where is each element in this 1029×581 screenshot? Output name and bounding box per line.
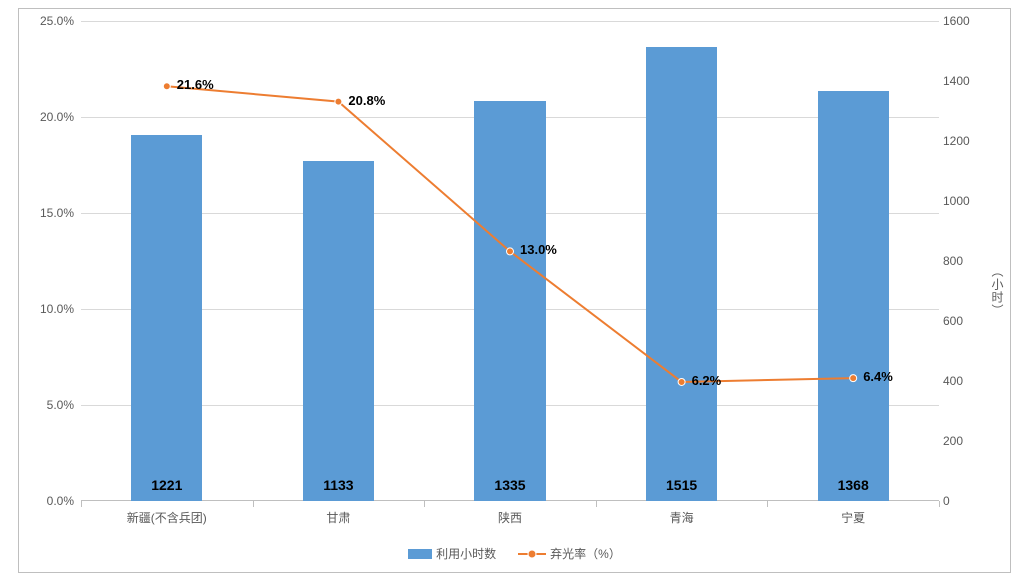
legend-swatch-bar: [408, 549, 432, 559]
x-tick-label: 陕西: [498, 509, 522, 526]
x-tick: [767, 501, 768, 507]
y-right-tick-label: 200: [943, 434, 983, 448]
x-tick: [939, 501, 940, 507]
line-marker: [507, 248, 514, 255]
y-right-tick-label: 800: [943, 254, 983, 268]
legend-item-line: 弃光率（%）: [518, 545, 621, 562]
x-tick-label: 宁夏: [841, 509, 865, 526]
line-value-label: 20.8%: [348, 93, 385, 108]
y-right-tick-label: 0: [943, 494, 983, 508]
y-left-tick-label: 20.0%: [24, 110, 74, 124]
y-left-tick-label: 10.0%: [24, 302, 74, 316]
legend-item-bars: 利用小时数: [408, 545, 496, 562]
line-path: [167, 86, 853, 382]
y-right-tick-label: 600: [943, 314, 983, 328]
x-tick: [424, 501, 425, 507]
x-tick-label: 新疆(不含兵团): [127, 509, 207, 526]
legend-label-line: 弃光率（%）: [550, 545, 621, 562]
chart-container: 1221113313351515136821.6%20.8%13.0%6.2%6…: [18, 8, 1011, 573]
x-tick: [253, 501, 254, 507]
y-right-tick-label: 1200: [943, 134, 983, 148]
x-tick: [81, 501, 82, 507]
y-left-tick-label: 25.0%: [24, 14, 74, 28]
line-value-label: 6.4%: [863, 369, 893, 384]
y-left-tick-label: 5.0%: [24, 398, 74, 412]
line-value-label: 13.0%: [520, 242, 557, 257]
y-right-tick-label: 1000: [943, 194, 983, 208]
line-series-svg: [81, 21, 939, 501]
line-marker: [850, 375, 857, 382]
line-value-label: 6.2%: [692, 373, 722, 388]
line-marker: [163, 83, 170, 90]
legend-label-bars: 利用小时数: [436, 545, 496, 562]
legend-swatch-line: [518, 548, 546, 560]
y-right-tick-label: 400: [943, 374, 983, 388]
y-right-tick-label: 1600: [943, 14, 983, 28]
y-left-tick-label: 0.0%: [24, 494, 74, 508]
plot-area: 1221113313351515136821.6%20.8%13.0%6.2%6…: [81, 21, 939, 501]
line-value-label: 21.6%: [177, 77, 214, 92]
line-marker: [335, 98, 342, 105]
x-tick: [596, 501, 597, 507]
legend: 利用小时数 弃光率（%）: [19, 545, 1010, 562]
x-tick-label: 青海: [670, 509, 694, 526]
line-marker: [678, 378, 685, 385]
y-right-axis-title: （小时）: [989, 265, 1006, 317]
x-tick-label: 甘肃: [326, 509, 350, 526]
y-right-tick-label: 1400: [943, 74, 983, 88]
y-left-tick-label: 15.0%: [24, 206, 74, 220]
